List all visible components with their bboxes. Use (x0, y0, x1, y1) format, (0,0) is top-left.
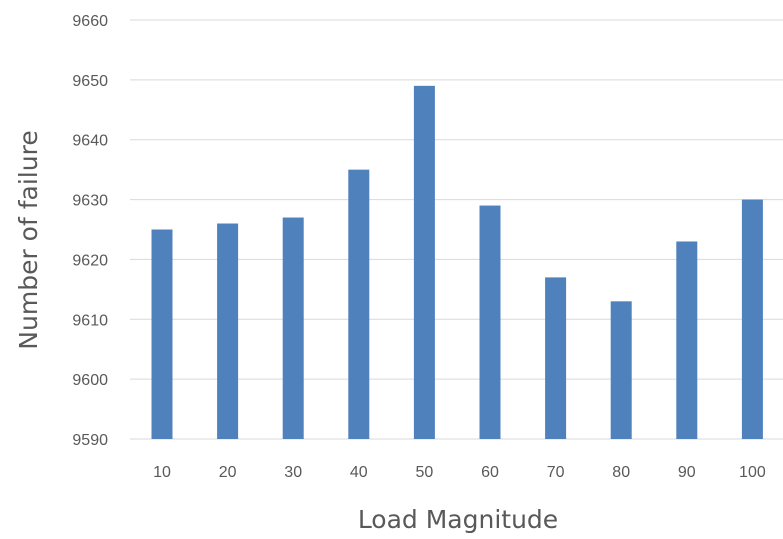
x-tick-label-90: 90 (678, 464, 696, 481)
bar-30 (282, 217, 304, 439)
x-axis-title: Load Magnitude (358, 505, 558, 534)
y-tick-label-9600: 9600 (72, 372, 108, 389)
bar-100 (741, 199, 763, 439)
y-axis-title: Number of failure (14, 130, 43, 349)
bar-20 (217, 223, 239, 439)
y-tick-label-9620: 9620 (72, 252, 108, 269)
bar-90 (676, 241, 698, 439)
x-axis-ticks: 10 20 30 40 50 60 70 80 90 100 (153, 464, 766, 481)
bar-50 (413, 85, 435, 439)
x-tick-label-10: 10 (153, 464, 171, 481)
y-tick-label-9590: 9590 (72, 432, 108, 449)
y-tick-label-9640: 9640 (72, 133, 108, 150)
x-tick-label-30: 30 (284, 464, 302, 481)
bars (151, 85, 763, 439)
y-tick-label-9610: 9610 (72, 312, 108, 329)
x-tick-label-100: 100 (739, 464, 766, 481)
bar-40 (348, 169, 370, 439)
y-tick-label-9650: 9650 (72, 73, 108, 90)
x-tick-label-70: 70 (547, 464, 565, 481)
y-tick-label-9660: 9660 (72, 13, 108, 30)
y-tick-label-9630: 9630 (72, 193, 108, 210)
x-tick-label-40: 40 (350, 464, 368, 481)
bar-80 (610, 301, 632, 439)
x-tick-label-50: 50 (416, 464, 434, 481)
x-tick-label-80: 80 (612, 464, 630, 481)
x-tick-label-60: 60 (481, 464, 499, 481)
bar-70 (545, 277, 567, 439)
x-tick-label-20: 20 (219, 464, 237, 481)
gridlines (130, 19, 783, 440)
bar-10 (151, 229, 173, 439)
bar-60 (479, 205, 501, 439)
y-axis-ticks: 9590 9600 9610 9620 9630 9640 9650 9660 (72, 13, 108, 449)
